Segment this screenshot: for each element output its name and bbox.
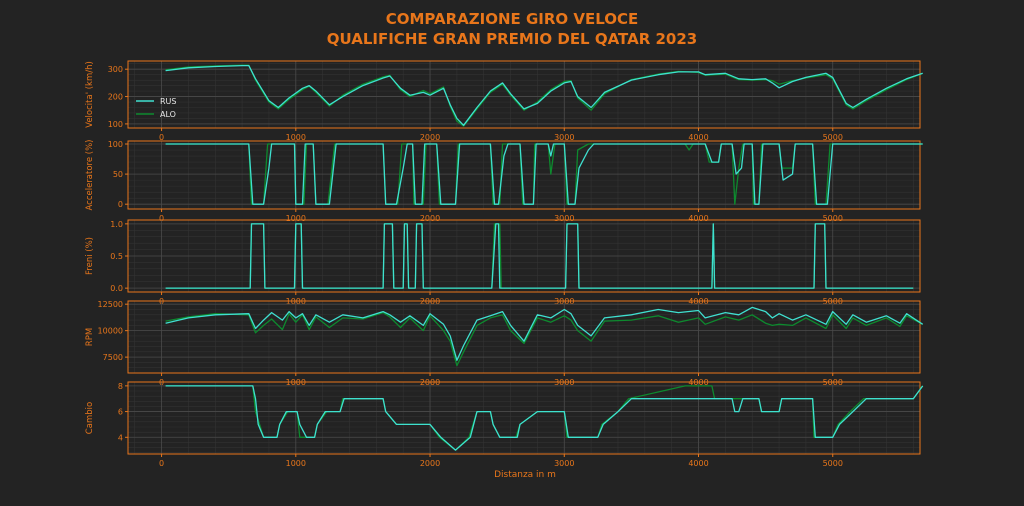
series-line-rus bbox=[165, 223, 914, 289]
axes-frame bbox=[127, 381, 921, 455]
y-axis-label: RPM bbox=[85, 328, 95, 346]
x-tick-label: 2000 bbox=[420, 459, 440, 468]
x-tick-label: 1000 bbox=[286, 214, 306, 223]
y-tick-label: 4 bbox=[118, 433, 123, 442]
y-tick-label: 100 bbox=[108, 140, 123, 149]
y-tick-label: 0.5 bbox=[110, 252, 123, 261]
panel-rpm: 75001000012500010002000300040005000RPM bbox=[85, 300, 924, 387]
x-axis-label: Distanza in m bbox=[494, 470, 556, 480]
x-tick-label: 4000 bbox=[688, 133, 708, 142]
legend-label-rus: RUS bbox=[160, 97, 177, 106]
x-tick-label: 0 bbox=[159, 459, 164, 468]
y-tick-label: 8 bbox=[118, 382, 123, 391]
series-line-rus bbox=[165, 143, 923, 205]
series-line-rus bbox=[165, 385, 924, 451]
chart-title-line1: COMPARAZIONE GIRO VELOCE bbox=[386, 10, 639, 28]
x-tick-label: 2000 bbox=[420, 214, 440, 223]
y-tick-label: 200 bbox=[108, 93, 123, 102]
y-tick-label: 6 bbox=[118, 408, 123, 417]
x-tick-label: 0 bbox=[159, 214, 164, 223]
y-axis-label: Velocita' (km/h) bbox=[85, 61, 95, 128]
x-tick-label: 5000 bbox=[823, 133, 843, 142]
x-tick-label: 1000 bbox=[286, 459, 306, 468]
axes-frame bbox=[127, 300, 921, 374]
series-line-alo bbox=[165, 311, 924, 367]
y-axis-label: Cambio bbox=[85, 402, 95, 434]
series-line-rus bbox=[165, 64, 923, 126]
panel-gear: 4 6 8 0 1000 2000 3000 4000 5000 Cambio bbox=[85, 381, 924, 468]
y-tick-label: 50 bbox=[113, 170, 123, 179]
x-tick-label: 5000 bbox=[823, 459, 843, 468]
series-line-rus bbox=[165, 306, 924, 361]
y-tick-label: 1.0 bbox=[110, 220, 123, 229]
x-tick-label: 4000 bbox=[688, 214, 708, 223]
y-tick-label: 300 bbox=[108, 65, 123, 74]
x-tick-label: 2000 bbox=[420, 133, 440, 142]
x-tick-label: 3000 bbox=[554, 214, 574, 223]
y-tick-label: 12500 bbox=[98, 300, 123, 309]
legend-label-alo: ALO bbox=[160, 110, 176, 119]
x-tick-label: 5000 bbox=[823, 214, 843, 223]
panel-brakes: 0.00.51.0010002000300040005000Freni (%) bbox=[85, 219, 921, 306]
x-tick-label: 4000 bbox=[688, 459, 708, 468]
y-axis-label: Freni (%) bbox=[85, 237, 95, 275]
y-tick-label: 0 bbox=[118, 200, 123, 209]
y-tick-label: 10000 bbox=[98, 327, 123, 336]
axes-frame bbox=[127, 60, 921, 129]
x-tick-label: 3000 bbox=[554, 459, 574, 468]
chart-title-line2: QUALIFICHE GRAN PREMIO DEL QATAR 2023 bbox=[327, 30, 697, 48]
y-axis-label: Acceleratore (%) bbox=[85, 139, 95, 210]
axes-frame bbox=[127, 140, 921, 210]
y-tick-label: 7500 bbox=[103, 353, 123, 362]
x-tick-label: 1000 bbox=[286, 133, 306, 142]
legend: RUS ALO bbox=[136, 97, 177, 119]
series-line-alo bbox=[165, 64, 923, 127]
y-tick-label: 0.0 bbox=[110, 284, 123, 293]
x-tick-label: 0 bbox=[159, 133, 164, 142]
y-tick-label: 100 bbox=[108, 120, 123, 129]
series-line-alo bbox=[165, 385, 924, 451]
x-tick-label: 3000 bbox=[554, 133, 574, 142]
